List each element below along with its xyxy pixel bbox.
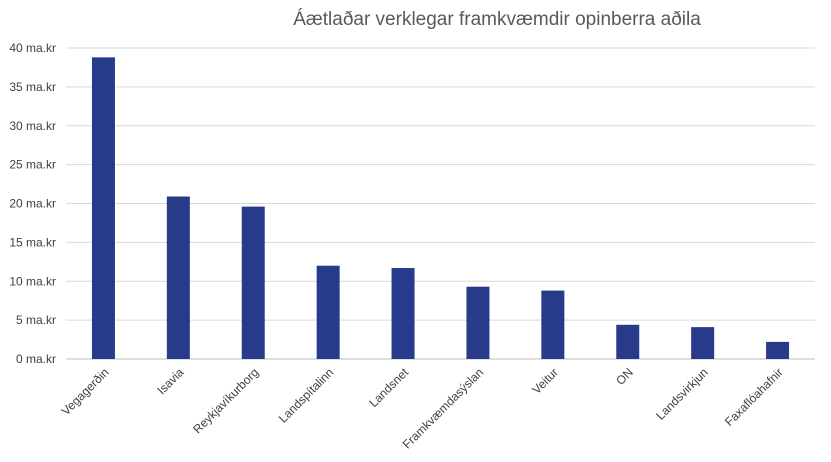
x-tick-label: Faxaflóahafnir bbox=[722, 365, 786, 429]
x-tick-label: Reykjavíkurborg bbox=[190, 365, 261, 436]
bar bbox=[316, 265, 340, 359]
x-tick-label: Framkvæmdasýslan bbox=[400, 365, 486, 451]
y-tick-label: 25 ma.kr bbox=[9, 158, 56, 172]
y-tick-label: 30 ma.kr bbox=[9, 119, 56, 133]
y-tick-label: 15 ma.kr bbox=[9, 235, 56, 249]
y-tick-label: 40 ma.kr bbox=[9, 41, 56, 55]
bar bbox=[766, 341, 790, 359]
bar bbox=[616, 324, 640, 359]
chart-title: Áætlaðar verklegar framkvæmdir opinberra… bbox=[293, 9, 701, 30]
x-tick-label: ON bbox=[613, 365, 636, 388]
bar bbox=[391, 268, 415, 359]
x-tick-label: Isavia bbox=[154, 365, 186, 397]
bar bbox=[166, 196, 190, 359]
x-axis-ticks: Vegagerðin Isavia Reykjavíkurborg Landspíta… bbox=[59, 365, 786, 452]
bar bbox=[541, 290, 565, 359]
y-axis-ticks: 0 ma.kr 5 ma.kr 10 ma.kr 15 ma.kr 20 ma.kr 25… bbox=[9, 41, 56, 366]
y-tick-label: 5 ma.kr bbox=[16, 313, 56, 327]
bars bbox=[91, 57, 790, 360]
y-tick-label: 0 ma.kr bbox=[16, 352, 56, 366]
y-tick-label: 20 ma.kr bbox=[9, 197, 56, 211]
x-tick-label: Vegagerðin bbox=[59, 365, 112, 418]
x-tick-label: Veitur bbox=[529, 365, 561, 397]
bar bbox=[466, 286, 490, 359]
bar bbox=[241, 206, 265, 359]
x-tick-label: Landspítalinn bbox=[276, 365, 336, 425]
y-tick-label: 35 ma.kr bbox=[9, 80, 56, 94]
x-tick-label: Landsnet bbox=[366, 365, 411, 410]
bar bbox=[691, 327, 715, 359]
y-tick-label: 10 ma.kr bbox=[9, 274, 56, 288]
x-tick-label: Landsvirkjun bbox=[653, 365, 711, 423]
bar bbox=[91, 57, 115, 360]
gridlines bbox=[66, 47, 815, 360]
